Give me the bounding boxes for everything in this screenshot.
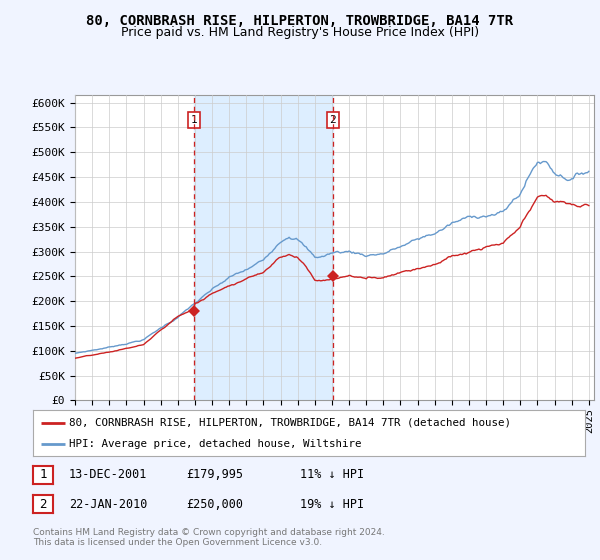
Text: 13-DEC-2001: 13-DEC-2001: [69, 468, 148, 482]
Text: 11% ↓ HPI: 11% ↓ HPI: [300, 468, 364, 482]
Text: Price paid vs. HM Land Registry's House Price Index (HPI): Price paid vs. HM Land Registry's House …: [121, 26, 479, 39]
Text: 1: 1: [191, 115, 197, 125]
Text: 2: 2: [39, 497, 47, 511]
Text: 1: 1: [39, 468, 47, 482]
Bar: [194, 95, 333, 400]
Text: HPI: Average price, detached house, Wiltshire: HPI: Average price, detached house, Wilt…: [69, 439, 361, 449]
Text: Contains HM Land Registry data © Crown copyright and database right 2024.
This d: Contains HM Land Registry data © Crown c…: [33, 528, 385, 547]
Text: 80, CORNBRASH RISE, HILPERTON, TROWBRIDGE, BA14 7TR: 80, CORNBRASH RISE, HILPERTON, TROWBRIDG…: [86, 14, 514, 28]
Text: 22-JAN-2010: 22-JAN-2010: [69, 497, 148, 511]
Text: 2: 2: [329, 115, 336, 125]
Text: £250,000: £250,000: [186, 497, 243, 511]
Text: £179,995: £179,995: [186, 468, 243, 482]
Text: 19% ↓ HPI: 19% ↓ HPI: [300, 497, 364, 511]
Text: 80, CORNBRASH RISE, HILPERTON, TROWBRIDGE, BA14 7TR (detached house): 80, CORNBRASH RISE, HILPERTON, TROWBRIDG…: [69, 418, 511, 428]
